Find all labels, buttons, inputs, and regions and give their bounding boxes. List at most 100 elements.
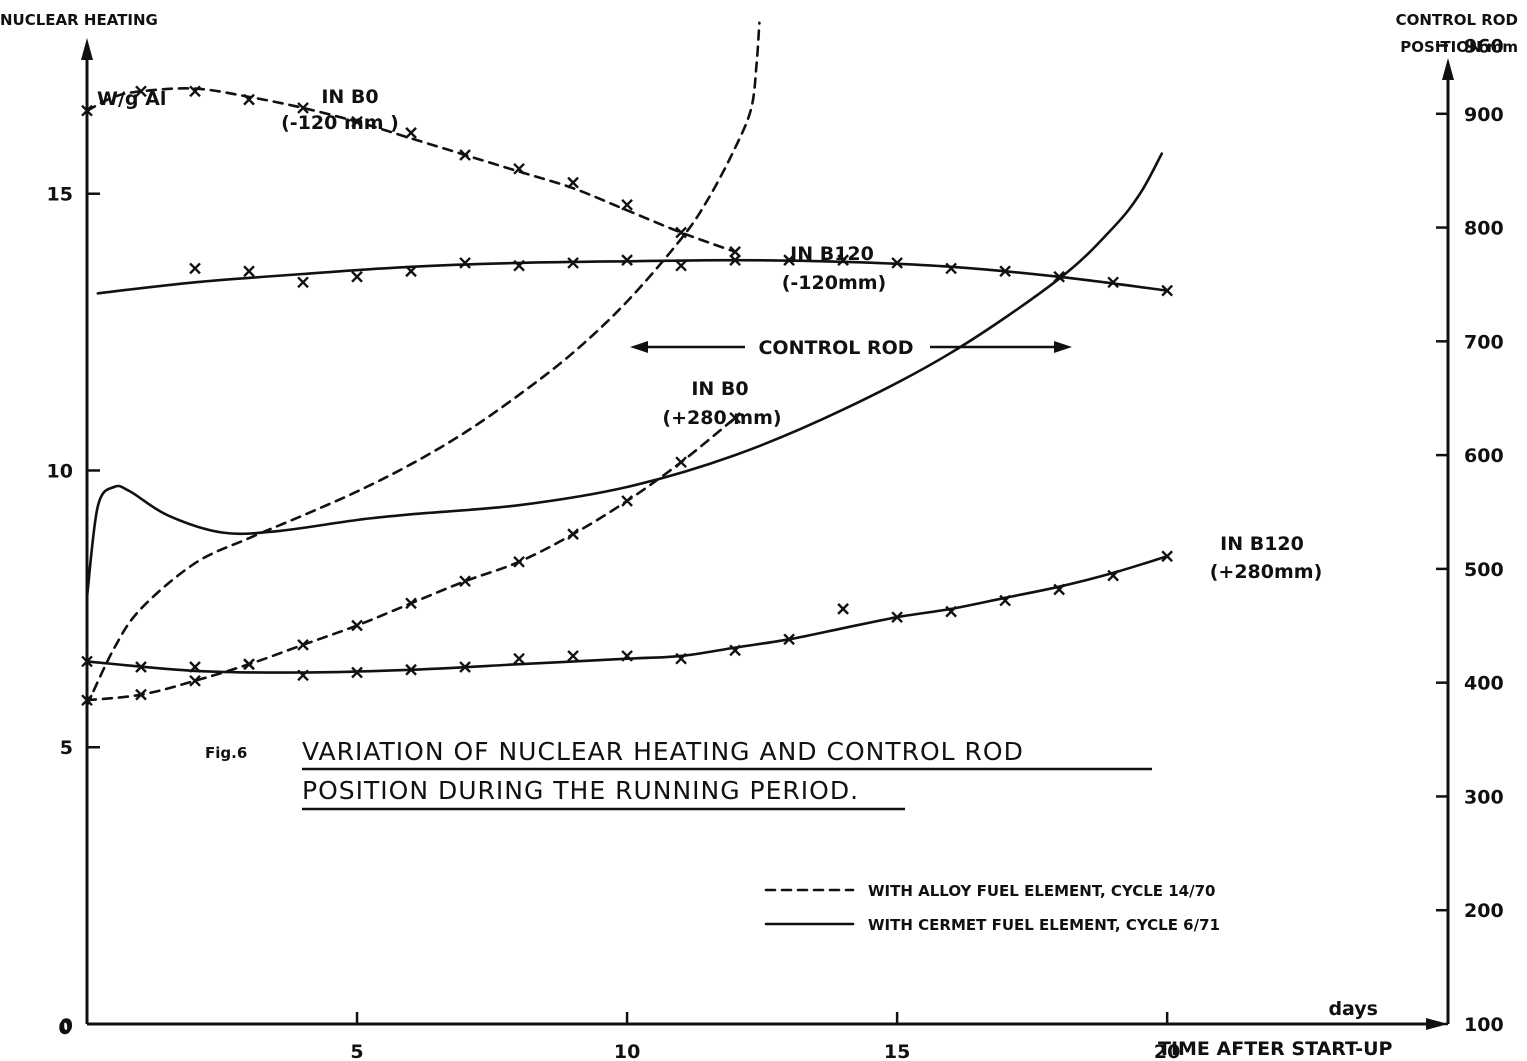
- data-point-b0-minus120: [81, 104, 93, 117]
- x-tick-label: 10: [614, 1041, 640, 1061]
- annotation-b120-minus120-line1: IN B120: [790, 243, 874, 265]
- series-line-b120-minus120: [96, 258, 1169, 295]
- data-point-b0-plus280: [459, 575, 471, 588]
- annotation-b0-plus280-line2: (+280 mm): [662, 407, 781, 429]
- y-right-tick-label: 960: [1464, 36, 1504, 58]
- data-point-b0-plus280: [567, 528, 579, 540]
- y-left-axis-title: NUCLEAR HEATING: [0, 11, 158, 29]
- data-point-b120-minus120: [189, 262, 201, 275]
- annotations: IN B0 (-120 mm ) IN B120 (-120mm) CONTRO…: [281, 86, 1322, 583]
- data-point-b120-plus280: [135, 661, 147, 673]
- data-point-b120-plus280: [999, 594, 1011, 607]
- y-left-unit: W/g Al: [97, 88, 166, 110]
- y-right-tick-label: 400: [1464, 673, 1504, 695]
- data-point-b0-plus280: [351, 619, 363, 632]
- chart-title: VARIATION OF NUCLEAR HEATING AND CONTROL…: [302, 737, 1024, 766]
- series-line-control-rod-cermet: [85, 152, 1164, 599]
- data-point-b120-minus120: [837, 254, 849, 266]
- data-point-b0-plus280: [513, 555, 525, 568]
- data-point-b0-plus280: [297, 638, 309, 651]
- data-point-b120-plus280: [513, 652, 525, 665]
- data-point-b120-minus120: [459, 257, 471, 269]
- data-point-b0-minus120: [243, 93, 255, 106]
- legend-entry-alloy: WITH ALLOY FUEL ELEMENT, CYCLE 14/70: [868, 882, 1215, 900]
- y-right-tick-label: 100: [1464, 1014, 1504, 1036]
- annotation-b0-minus120-line2: (-120 mm ): [281, 112, 399, 134]
- data-point-b120-minus120: [567, 257, 579, 269]
- data-point-b120-plus280: [837, 603, 849, 615]
- data-point-b120-minus120: [351, 270, 363, 283]
- y-right-axis-title-line1: CONTROL ROD: [1396, 11, 1518, 29]
- annotation-b120-minus120-line2: (-120mm): [782, 272, 887, 294]
- data-point-b120-plus280: [459, 661, 471, 673]
- x-tick-label: 0: [58, 1017, 71, 1039]
- y-left-tick-label: 5: [60, 737, 73, 759]
- data-point-b0-plus280: [621, 495, 633, 507]
- y-right-tick-label: 300: [1464, 786, 1504, 808]
- data-point-b120-minus120: [783, 254, 795, 266]
- data-point-b120-minus120: [243, 265, 255, 278]
- control-rod-arrow-right-icon: [1054, 341, 1072, 353]
- y-right-tick-label: 200: [1464, 900, 1504, 922]
- data-point-b120-minus120: [1161, 284, 1174, 297]
- data-point-b120-plus280: [891, 611, 903, 624]
- y-left-tick-label: 15: [47, 184, 73, 206]
- figure-label: Fig.6: [205, 744, 247, 762]
- data-point-b0-minus120: [621, 198, 633, 211]
- series-line-b120-plus280: [85, 555, 1169, 674]
- data-point-b0-plus280: [675, 456, 687, 469]
- y-right-tick-label: 800: [1464, 218, 1504, 240]
- figure-title: Fig.6 VARIATION OF NUCLEAR HEATING AND C…: [205, 737, 1152, 811]
- x-axis-unit: days: [1328, 998, 1378, 1020]
- x-axis-title: TIME AFTER START-UP: [1158, 1038, 1393, 1060]
- data-point-b0-plus280: [189, 674, 201, 687]
- data-point-b0-minus120: [405, 126, 417, 139]
- data-point-b120-plus280: [621, 650, 633, 662]
- y-right-tick-label: 500: [1464, 559, 1504, 581]
- legend: WITH ALLOY FUEL ELEMENT, CYCLE 14/70 WIT…: [764, 882, 1220, 934]
- data-point-b0-minus120: [513, 162, 525, 175]
- data-point-b120-minus120: [1053, 270, 1065, 283]
- data-point-b120-minus120: [891, 257, 903, 269]
- data-point-b0-minus120: [297, 102, 309, 114]
- data-point-b120-minus120: [1107, 276, 1119, 289]
- data-point-b120-plus280: [351, 666, 363, 679]
- series-curves: [85, 21, 1169, 707]
- legend-entry-cermet: WITH CERMET FUEL ELEMENT, CYCLE 6/71: [868, 916, 1220, 934]
- chart-title-line2: POSITION DURING THE RUNNING PERIOD.: [302, 776, 859, 805]
- data-point-b120-plus280: [945, 605, 957, 618]
- data-point-b0-plus280: [405, 597, 417, 610]
- control-rod-arrow-left-icon: [630, 341, 648, 353]
- y-left-axis-arrow-icon: [81, 38, 93, 60]
- data-point-b120-plus280: [1053, 583, 1065, 596]
- y-right-tick-label: 900: [1464, 104, 1504, 126]
- data-point-b0-minus120: [675, 226, 687, 239]
- data-point-b120-plus280: [783, 633, 795, 646]
- data-point-b120-minus120: [513, 259, 525, 272]
- data-point-b0-plus280: [729, 412, 741, 424]
- data-point-b120-minus120: [729, 254, 741, 266]
- data-point-b120-minus120: [621, 254, 633, 266]
- data-point-b120-plus280: [1107, 569, 1119, 582]
- y-right-tick-label: 700: [1464, 331, 1504, 353]
- x-tick-label: 20: [1154, 1041, 1180, 1061]
- data-point-b120-minus120: [297, 276, 309, 289]
- y-right-axis-title-line2: POSITION mm: [1400, 38, 1518, 56]
- x-tick-label: 15: [884, 1041, 910, 1061]
- axes: [81, 38, 1454, 1030]
- data-point-b0-minus120: [567, 176, 579, 189]
- data-point-b120-plus280: [243, 658, 255, 671]
- data-point-b120-minus120: [405, 265, 417, 278]
- series-markers: [81, 85, 1174, 707]
- data-point-b120-plus280: [729, 644, 741, 657]
- annotation-b0-plus280-line1: IN B0: [691, 378, 748, 400]
- annotation-b120-plus280-line2: (+280mm): [1210, 561, 1323, 583]
- data-point-b0-minus120: [459, 149, 471, 161]
- series-line-b0-minus120: [85, 87, 737, 254]
- data-point-b120-plus280: [1161, 550, 1174, 563]
- data-point-b120-minus120: [675, 259, 687, 272]
- annotation-control-rod: CONTROL ROD: [758, 337, 913, 359]
- data-point-b120-plus280: [405, 663, 417, 676]
- y-right-axis-arrow-icon: [1442, 58, 1454, 80]
- data-point-b120-plus280: [81, 655, 93, 668]
